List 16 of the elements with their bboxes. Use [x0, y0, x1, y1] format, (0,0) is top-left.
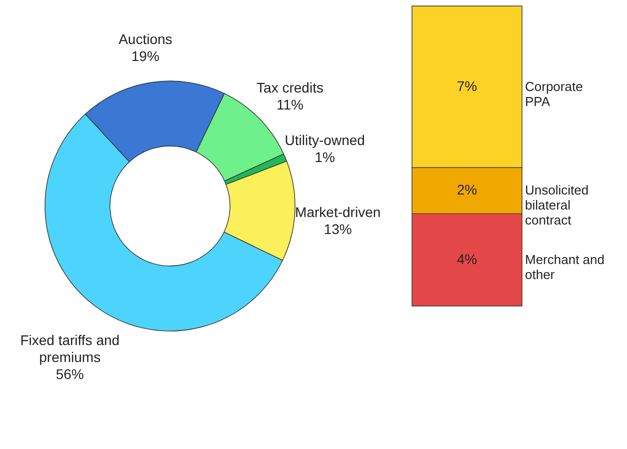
data-label: 1% — [314, 148, 335, 165]
data-label: 7% — [456, 78, 478, 94]
slice-label: Utility-owned — [284, 132, 365, 148]
data-label: 56% — [56, 366, 84, 382]
series-label: Merchant and other — [525, 252, 604, 282]
slice-label: Market-driven — [295, 204, 381, 220]
data-label: 2% — [456, 182, 478, 198]
slice-label: Auctions — [118, 30, 172, 47]
data-label: 4% — [456, 250, 478, 267]
series-label: Corporate PPA — [525, 78, 583, 109]
slice-label: Tax credits — [256, 79, 324, 96]
slice-label: Fixed tariffs and premiums — [20, 332, 120, 365]
data-label: 13% — [324, 220, 352, 237]
series-label: Unsolicited bilateral contract — [525, 182, 589, 228]
data-label: 11% — [276, 96, 304, 112]
data-label: 19% — [131, 48, 160, 64]
